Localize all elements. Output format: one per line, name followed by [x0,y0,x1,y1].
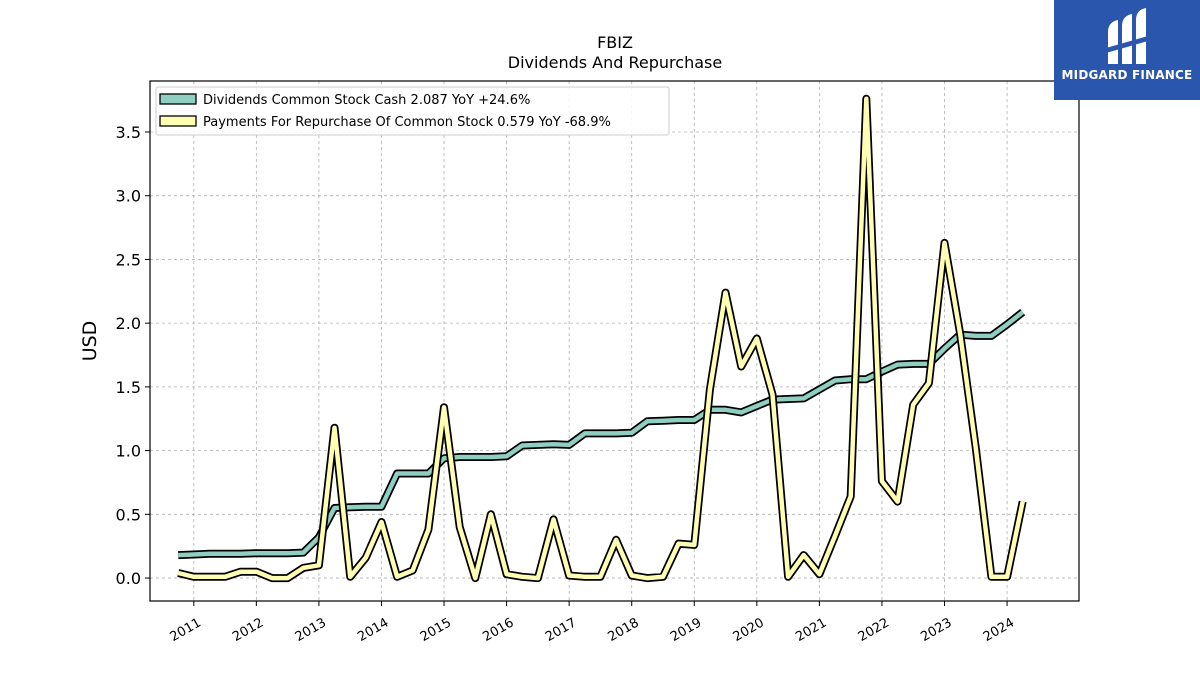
x-tick-label: 2018 [606,615,642,645]
brand-logo: MIDGARD FINANCE [1054,0,1200,100]
y-tick-label: 3.0 [116,187,141,206]
grid [150,81,1079,601]
legend: Dividends Common Stock Cash 2.087 YoY +2… [155,86,670,136]
y-tick-label: 2.5 [116,250,141,269]
legend-label-dividends: Dividends Common Stock Cash 2.087 YoY +2… [203,93,530,108]
legend-label-repurchase: Payments For Repurchase Of Common Stock … [203,115,611,130]
y-tick-label: 1.0 [116,442,141,461]
x-tick-label: 2011 [168,615,204,645]
chart-title: FBIZ [597,33,633,52]
y-tick-label: 1.5 [116,378,141,397]
x-tick-label: 2022 [856,615,892,645]
series-outline-1 [177,94,1027,583]
y-axis-label: USD [79,321,101,362]
x-tick-label: 2017 [543,615,579,645]
x-tick-label: 2021 [793,615,829,645]
y-tick-label: 3.5 [116,123,141,142]
x-axis: 2011 2012 2013 2014 2015 2016 2017 2018 2019 2020… [168,601,1017,645]
series-line-0 [178,310,1025,558]
x-tick-label: 2012 [230,615,266,645]
x-tick-label: 2015 [418,615,454,645]
x-tick-label: 2020 [731,615,767,645]
series-layer [177,94,1027,583]
y-tick-label: 0.0 [116,569,141,588]
legend-swatch-repurchase [159,115,197,127]
plot-frame [149,80,1080,602]
series-line-1 [177,96,1025,581]
legend-swatch-dividends [159,93,197,105]
y-axis: 0.0 0.5 1.0 1.5 2.0 2.5 3.0 3.5 [116,123,150,588]
x-tick-label: 2016 [480,615,516,645]
x-tick-label: 2023 [918,615,954,645]
x-tick-label: 2014 [355,615,391,645]
brand-name: MIDGARD FINANCE [1061,68,1193,82]
logo-mark-icon [1106,8,1148,64]
x-tick-label: 2013 [293,615,329,645]
y-tick-label: 2.0 [116,314,141,333]
x-tick-label: 2024 [981,615,1017,645]
x-tick-label: 2019 [668,615,704,645]
y-tick-label: 0.5 [116,505,141,524]
chart-subtitle: Dividends And Repurchase [508,53,722,72]
legend-box [155,86,670,136]
